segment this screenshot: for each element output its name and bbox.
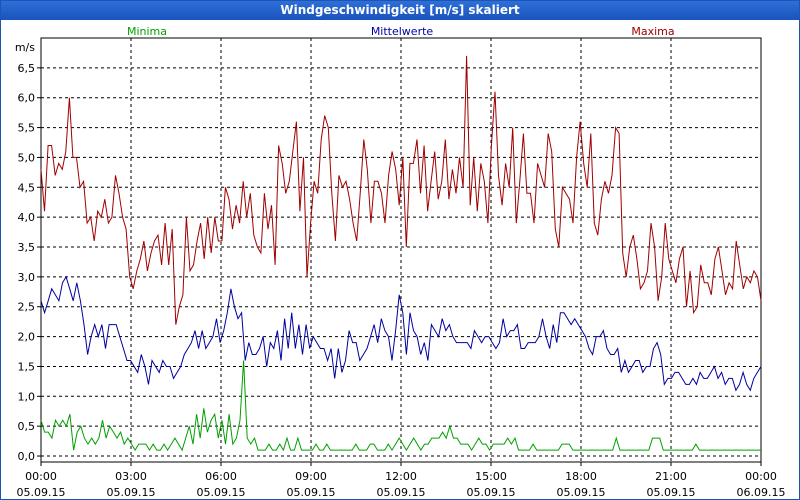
legend-minima: Minima xyxy=(127,25,167,38)
x-tick-date-label: 05.09.15 xyxy=(467,486,516,499)
x-tick-time-label: 21:00 xyxy=(655,470,687,483)
x-tick-date-label: 05.09.15 xyxy=(647,486,696,499)
series-line-maxima xyxy=(40,55,762,325)
x-tick-date-label: 05.09.15 xyxy=(557,486,606,499)
x-tick-time-label: 00:00 xyxy=(745,470,777,483)
y-tick-label: 2,0 xyxy=(18,331,36,344)
x-tick-date-label: 05.09.15 xyxy=(377,486,426,499)
series-line-mittelwerte xyxy=(40,275,762,392)
legend-maxima: Maxima xyxy=(631,25,674,38)
y-tick-label: 6,5 xyxy=(18,62,36,75)
legend-mittelwerte: Mittelwerte xyxy=(371,25,434,38)
y-tick-label: 4,0 xyxy=(18,211,36,224)
y-tick-label: 4,5 xyxy=(18,181,36,194)
y-tick-label: 3,0 xyxy=(18,271,36,284)
y-tick-label: 1,5 xyxy=(18,360,36,373)
x-tick-date-label: 05.09.15 xyxy=(107,486,156,499)
window-title: Windgeschwindigkeit [m/s] skaliert xyxy=(1,1,799,20)
x-tick-date-label: 06.09.15 xyxy=(737,486,786,499)
y-tick-label: 5,0 xyxy=(18,151,36,164)
series-line-minima xyxy=(40,360,761,452)
x-tick-time-label: 00:00 xyxy=(25,470,57,483)
y-axis-label: m/s xyxy=(15,41,35,54)
y-tick-label: 3,5 xyxy=(18,241,36,254)
x-tick-time-label: 15:00 xyxy=(475,470,507,483)
x-tick-time-label: 06:00 xyxy=(205,470,237,483)
x-tick-time-label: 09:00 xyxy=(295,470,327,483)
y-tick-label: 0,0 xyxy=(18,450,36,463)
x-tick-time-label: 18:00 xyxy=(565,470,597,483)
x-tick-date-label: 05.09.15 xyxy=(197,486,246,499)
y-tick-label: 5,5 xyxy=(18,122,36,135)
y-tick-label: 6,0 xyxy=(18,92,36,105)
x-tick-date-label: 05.09.15 xyxy=(287,486,336,499)
x-tick-time-label: 03:00 xyxy=(115,470,147,483)
y-tick-label: 0,5 xyxy=(18,420,36,433)
y-tick-label: 2,5 xyxy=(18,301,36,314)
x-tick-date-label: 05.09.15 xyxy=(17,486,66,499)
x-tick-time-label: 12:00 xyxy=(385,470,417,483)
y-tick-label: 1,0 xyxy=(18,390,36,403)
